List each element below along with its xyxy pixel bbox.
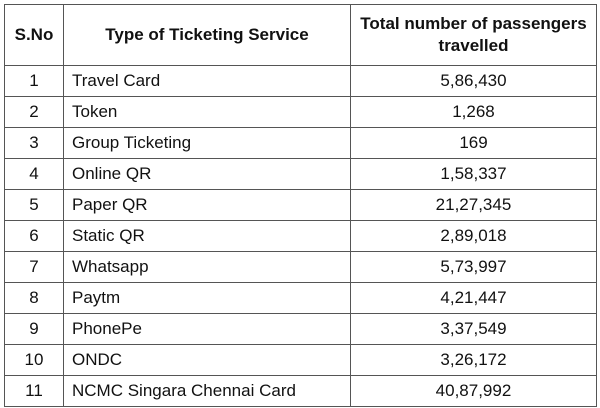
cell-passengers: 5,86,430 (350, 65, 597, 97)
cell-type: Group Ticketing (63, 127, 351, 159)
cell-passengers: 1,58,337 (350, 158, 597, 190)
table-row: 2 Token 1,268 (4, 96, 597, 128)
cell-type: Token (63, 96, 351, 128)
header-row: S.No Type of Ticketing Service Total num… (4, 4, 597, 66)
header-sno: S.No (4, 4, 64, 66)
table-row: 3 Group Ticketing 169 (4, 127, 597, 159)
cell-passengers: 3,26,172 (350, 344, 597, 376)
cell-sno: 6 (4, 220, 64, 252)
cell-type: ONDC (63, 344, 351, 376)
table-row: 11 NCMC Singara Chennai Card 40,87,992 (4, 375, 597, 407)
cell-type: Paytm (63, 282, 351, 314)
cell-type: Travel Card (63, 65, 351, 97)
header-passengers: Total number of passengers travelled (350, 4, 597, 66)
cell-sno: 8 (4, 282, 64, 314)
cell-sno: 4 (4, 158, 64, 190)
cell-passengers: 2,89,018 (350, 220, 597, 252)
cell-passengers: 1,268 (350, 96, 597, 128)
cell-type: Paper QR (63, 189, 351, 221)
cell-type: Online QR (63, 158, 351, 190)
cell-passengers: 40,87,992 (350, 375, 597, 407)
table-row: 5 Paper QR 21,27,345 (4, 189, 597, 221)
table-row: 7 Whatsapp 5,73,997 (4, 251, 597, 283)
ticketing-table: S.No Type of Ticketing Service Total num… (4, 4, 597, 407)
cell-sno: 7 (4, 251, 64, 283)
cell-passengers: 3,37,549 (350, 313, 597, 345)
cell-passengers: 169 (350, 127, 597, 159)
cell-type: PhonePe (63, 313, 351, 345)
table-row: 8 Paytm 4,21,447 (4, 282, 597, 314)
cell-type: NCMC Singara Chennai Card (63, 375, 351, 407)
table-row: 1 Travel Card 5,86,430 (4, 65, 597, 97)
cell-sno: 5 (4, 189, 64, 221)
cell-sno: 2 (4, 96, 64, 128)
cell-type: Whatsapp (63, 251, 351, 283)
table-row: 4 Online QR 1,58,337 (4, 158, 597, 190)
cell-sno: 10 (4, 344, 64, 376)
cell-passengers: 21,27,345 (350, 189, 597, 221)
cell-sno: 1 (4, 65, 64, 97)
cell-type: Static QR (63, 220, 351, 252)
cell-sno: 9 (4, 313, 64, 345)
cell-passengers: 5,73,997 (350, 251, 597, 283)
cell-sno: 11 (4, 375, 64, 407)
cell-sno: 3 (4, 127, 64, 159)
table-row: 6 Static QR 2,89,018 (4, 220, 597, 252)
table-row: 10 ONDC 3,26,172 (4, 344, 597, 376)
cell-passengers: 4,21,447 (350, 282, 597, 314)
header-type: Type of Ticketing Service (63, 4, 351, 66)
table-row: 9 PhonePe 3,37,549 (4, 313, 597, 345)
